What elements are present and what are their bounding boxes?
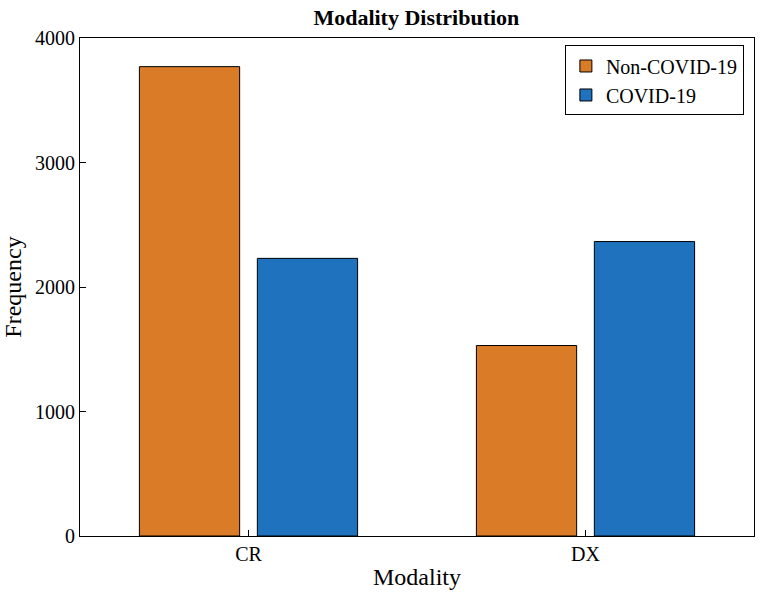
svg-text:1000: 1000: [35, 401, 75, 423]
svg-text:Modality: Modality: [373, 564, 461, 590]
svg-text:DX: DX: [571, 543, 600, 565]
svg-text:Frequency: Frequency: [0, 236, 26, 337]
svg-text:CR: CR: [235, 543, 262, 565]
svg-text:3000: 3000: [35, 152, 75, 174]
svg-text:0: 0: [65, 525, 75, 547]
svg-text:COVID-19: COVID-19: [606, 85, 696, 107]
svg-text:Non-COVID-19: Non-COVID-19: [606, 56, 737, 78]
svg-text:4000: 4000: [35, 27, 75, 49]
svg-text:2000: 2000: [35, 276, 75, 298]
svg-text:Modality Distribution: Modality Distribution: [313, 5, 519, 30]
